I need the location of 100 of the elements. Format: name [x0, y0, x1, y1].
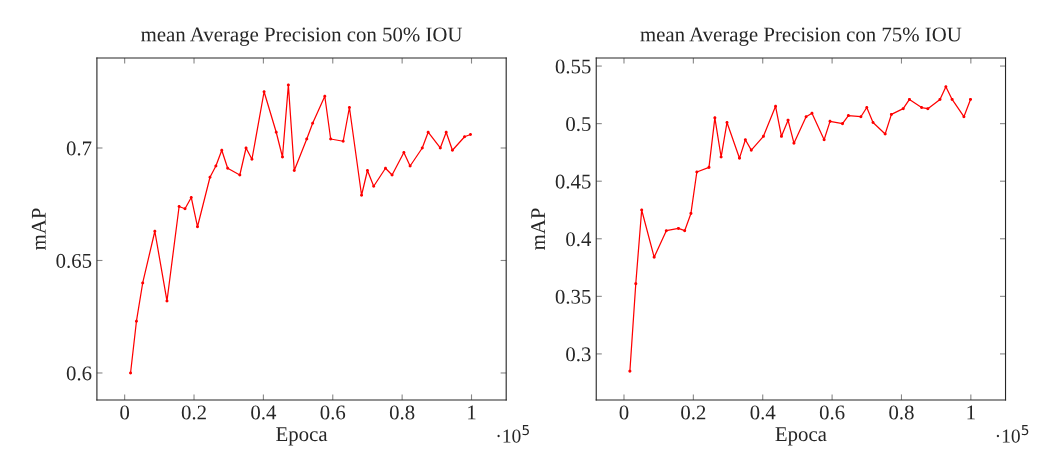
point: [871, 120, 875, 125]
point: [286, 83, 290, 87]
text: ·10$^{5}$: [996, 425, 1029, 443]
point: [640, 208, 644, 212]
y-tick-label: 0.4: [566, 232, 592, 247]
point: [804, 115, 808, 119]
point: [250, 157, 254, 161]
point: [177, 204, 181, 209]
x-tick-label: 0.4: [750, 405, 776, 420]
point: [189, 195, 193, 200]
point: [810, 111, 814, 115]
point: [341, 139, 345, 143]
point: [444, 130, 448, 134]
point: [634, 282, 638, 286]
y-tick-label: 0.55: [555, 59, 591, 74]
x-tick-label: 0.2: [181, 405, 206, 420]
point: [846, 114, 850, 118]
point: [828, 119, 832, 123]
point: [926, 107, 930, 111]
y-tick-label: 0.45: [555, 174, 591, 189]
x-tick-label: 1: [468, 405, 476, 420]
point: [311, 121, 315, 125]
point: [786, 118, 790, 122]
x-tick-label: 1: [967, 405, 975, 420]
point: [907, 97, 911, 101]
x-tick-label: 0.8: [389, 405, 415, 420]
point: [426, 130, 430, 134]
point: [226, 166, 230, 170]
x-tick-label: 0.8: [889, 405, 914, 420]
y-tick-label: 0.35: [555, 289, 591, 304]
y-axis-title: mAP: [531, 208, 545, 250]
point: [280, 155, 284, 159]
point: [749, 148, 753, 152]
x-tick-label: 0.2: [681, 405, 706, 420]
point: [938, 97, 942, 101]
point: [438, 146, 442, 150]
point: [689, 211, 693, 215]
point: [962, 115, 966, 119]
point: [195, 225, 200, 229]
point: [360, 193, 364, 197]
point: [761, 134, 765, 138]
point: [329, 137, 333, 141]
point: [129, 371, 133, 375]
y-tick-label: 0.5: [566, 117, 591, 132]
y-tick-label: 0.65: [56, 253, 92, 269]
point: [450, 148, 454, 152]
point: [347, 105, 351, 110]
x-tick-label: 0: [120, 405, 130, 420]
chart-title: mean Average Precision con 50% IOU: [141, 27, 463, 46]
point: [725, 120, 729, 125]
point: [859, 115, 863, 119]
point: [743, 138, 747, 142]
y-tick-label: 0.3: [566, 347, 591, 362]
point: [652, 255, 656, 259]
x-tick-label: 0: [619, 405, 629, 420]
point: [950, 97, 954, 101]
point: [134, 319, 138, 323]
point: [153, 229, 157, 233]
point: [323, 94, 327, 98]
point: [683, 229, 687, 233]
point: [292, 168, 296, 173]
x-axis-title: Epoca: [775, 427, 827, 446]
point: [463, 135, 467, 139]
chart-title: mean Average Precision con 75% IOU: [640, 27, 962, 46]
point: [664, 229, 668, 233]
point: [305, 137, 309, 141]
y-axis-title: mAP: [31, 208, 46, 250]
point: [840, 122, 845, 126]
point: [779, 134, 783, 138]
text: ·10$^{5}$: [497, 425, 529, 443]
point: [920, 105, 924, 110]
point: [372, 184, 376, 188]
point: [944, 85, 948, 89]
point: [402, 150, 406, 155]
point: [383, 166, 388, 170]
point: [220, 148, 224, 152]
point: [792, 141, 796, 145]
point: [865, 105, 869, 110]
point: [822, 138, 826, 142]
point: [889, 112, 893, 116]
point: [468, 132, 472, 137]
point: [901, 107, 905, 111]
point: [365, 168, 369, 173]
y-tick-label: 0.6: [66, 366, 92, 381]
x-tick-label: 0.4: [251, 405, 277, 420]
point: [968, 97, 973, 101]
x-tick-label: 0.6: [320, 405, 346, 420]
x-tick-label: 0.6: [819, 405, 845, 420]
point: [737, 156, 742, 160]
line-series: [628, 85, 973, 373]
point: [274, 130, 278, 134]
point: [713, 116, 717, 120]
point: [707, 165, 711, 169]
x-axis-title: Epoca: [276, 427, 328, 446]
point: [262, 90, 266, 94]
point: [774, 104, 778, 108]
point: [676, 226, 680, 230]
point: [628, 369, 632, 373]
point: [141, 281, 145, 285]
y-tick-label: 0.7: [66, 141, 92, 156]
